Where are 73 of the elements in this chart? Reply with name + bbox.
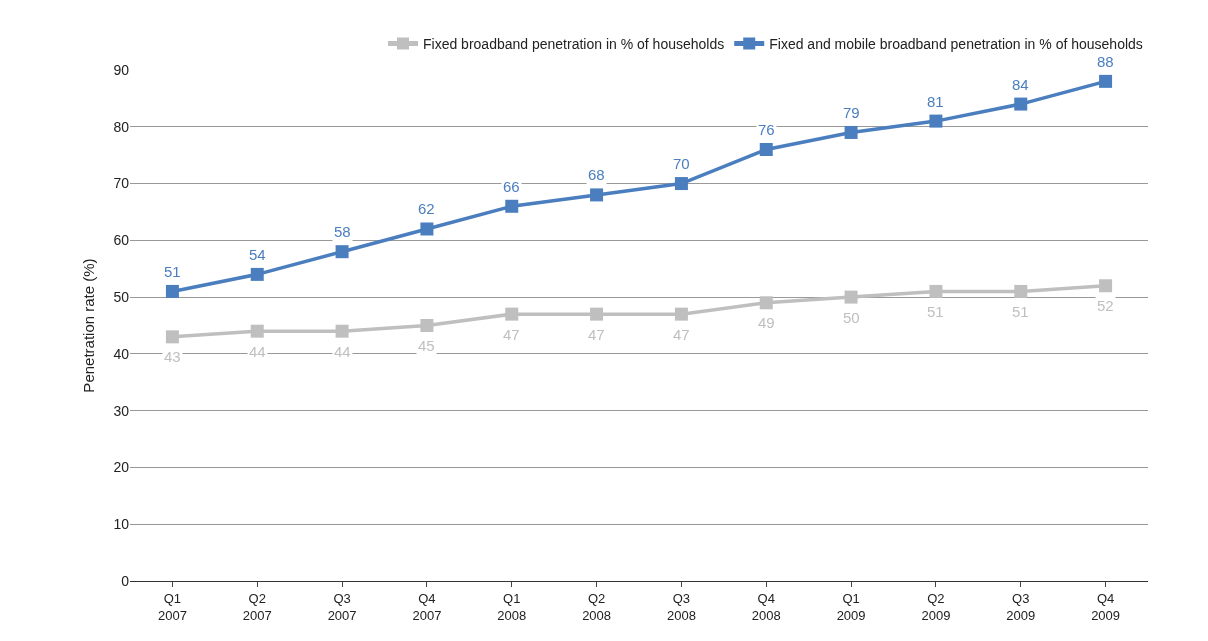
point [929, 284, 943, 298]
data-label: 68 [588, 166, 605, 183]
point [250, 324, 264, 338]
point [929, 114, 943, 128]
y-tick-label: 90 [113, 61, 130, 78]
point [844, 290, 858, 304]
data-label: 54 [249, 246, 266, 263]
point [420, 319, 434, 332]
data-label: 70 [673, 155, 690, 172]
data-label: 47 [588, 326, 605, 343]
y-tick-label: 70 [113, 175, 130, 192]
y-axis-title: Penetration rate (%) [79, 258, 97, 393]
point [1099, 74, 1113, 88]
point [335, 245, 349, 259]
x-tick-label: Q1 2007 [157, 590, 187, 623]
point [1014, 284, 1028, 298]
data-label: 50 [843, 309, 860, 326]
point [590, 188, 604, 202]
data-label: 51 [1012, 303, 1029, 320]
data-label: 84 [1012, 76, 1029, 93]
x-tick-label: Q4 2007 [412, 590, 442, 623]
point [250, 267, 264, 281]
point [759, 296, 773, 310]
data-label: 47 [673, 326, 690, 343]
y-tick-label: 80 [113, 118, 130, 135]
data-label: 52 [1097, 297, 1114, 314]
y-tick-label: 10 [113, 516, 130, 533]
point [844, 125, 858, 139]
data-label: 44 [334, 343, 351, 360]
data-label: 47 [503, 326, 520, 343]
point [165, 330, 179, 344]
point [420, 222, 434, 236]
x-tick-label: Q1 2008 [497, 590, 527, 623]
x-tick-label: Q3 2009 [1006, 590, 1036, 623]
data-label: 44 [249, 343, 266, 360]
point [505, 199, 519, 213]
x-tick-label: Q2 2009 [921, 590, 951, 623]
y-tick-label: 30 [113, 402, 130, 419]
y-tick-label: 0 [121, 572, 130, 589]
point [505, 307, 519, 321]
legend-label: Fixed broadband penetration in % of households [423, 35, 725, 52]
point [1014, 97, 1028, 111]
data-label: 81 [927, 93, 944, 110]
point [674, 307, 688, 321]
point [759, 142, 773, 156]
data-label: 51 [164, 263, 181, 280]
data-label: 62 [418, 200, 435, 217]
y-tick-label: 40 [113, 345, 130, 362]
data-label: 66 [503, 178, 520, 195]
x-tick-label: Q2 2007 [242, 590, 272, 623]
x-tick-label: Q2 2008 [582, 590, 612, 623]
y-tick-label: 60 [113, 232, 130, 249]
point [674, 177, 688, 191]
x-tick-label: Q4 2009 [1091, 590, 1121, 623]
point [335, 324, 349, 338]
data-label: 76 [758, 121, 775, 138]
data-label: 45 [418, 337, 435, 354]
data-label: 51 [927, 303, 944, 320]
x-tick-label: Q3 2007 [327, 590, 357, 623]
y-tick-label: 50 [113, 289, 130, 306]
data-label: 79 [843, 104, 860, 121]
data-label: 88 [1097, 53, 1114, 70]
data-label: 43 [164, 348, 181, 365]
point [1099, 279, 1113, 293]
x-tick-label: Q3 2008 [666, 590, 696, 623]
y-tick-label: 20 [113, 459, 130, 476]
data-label: 58 [334, 223, 351, 240]
x-tick-label: Q1 2009 [836, 590, 866, 623]
legend-label: Fixed and mobile broadband penetration in % of households [769, 35, 1143, 52]
data-label: 49 [758, 314, 775, 331]
point [590, 307, 604, 321]
point [165, 284, 179, 298]
x-tick-label: Q4 2008 [751, 590, 781, 623]
